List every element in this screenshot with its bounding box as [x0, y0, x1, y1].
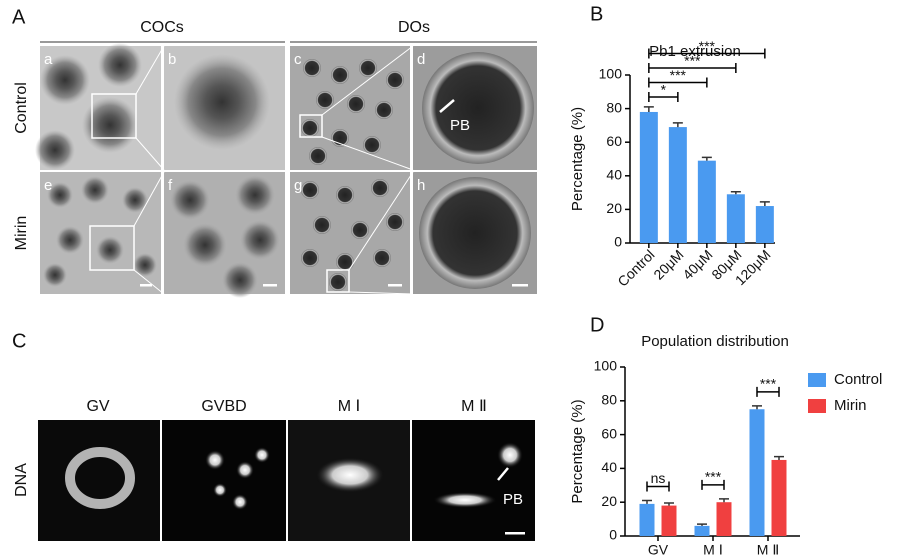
micrographs [35, 43, 537, 298]
error-bar [759, 201, 770, 207]
arrow-label: PB [450, 117, 470, 134]
bar [697, 160, 716, 243]
row-label: Control [13, 82, 30, 134]
significance-bracket [648, 77, 708, 88]
panel-label: D [590, 314, 604, 336]
significance-label: * [661, 82, 667, 98]
image-label: h [417, 177, 425, 194]
significance-bracket [701, 479, 725, 490]
y-tick-label: 40 [601, 459, 617, 475]
error-bar [701, 156, 712, 161]
image-label: c [294, 51, 302, 68]
legend-swatch [808, 373, 826, 387]
significance-label: *** [705, 469, 722, 485]
col-header: DOs [398, 19, 430, 36]
row-label: Mirin [13, 216, 30, 251]
x-tick-label: Control [614, 246, 657, 289]
error-bar [730, 191, 741, 195]
bar [668, 127, 687, 243]
bar [771, 459, 787, 536]
error-bar [752, 405, 762, 410]
panel-label: A [12, 6, 26, 28]
arrow-label: PB [503, 491, 523, 508]
y-tick-label: 20 [606, 200, 622, 216]
x-tick-label: 20μM [650, 246, 686, 282]
legend-swatch [808, 399, 826, 413]
significance-bracket [648, 92, 679, 102]
image-label: e [44, 177, 52, 194]
stage-label: M Ⅱ [461, 398, 487, 415]
significance-label: *** [684, 53, 701, 69]
y-tick-label: 100 [594, 358, 618, 374]
chart-title: Pb1 extrusion [649, 43, 741, 60]
y-tick-label: 80 [601, 392, 617, 408]
significance-bracket [756, 386, 780, 397]
y-tick-label: 0 [614, 234, 622, 250]
dna-images [38, 420, 535, 541]
row-label: DNA [13, 463, 30, 497]
col-header: COCs [140, 19, 184, 36]
significance-bracket [646, 481, 670, 492]
y-tick-label: 100 [599, 66, 623, 82]
y-tick-label: 40 [606, 167, 622, 183]
significance-bracket [648, 63, 737, 73]
y-axis-label: Percentage (%) [569, 107, 586, 211]
image-label: d [417, 51, 425, 68]
bar [661, 505, 677, 536]
stage-label: GVBD [201, 398, 246, 415]
y-tick-label: 0 [609, 527, 617, 543]
y-axis-label: Percentage (%) [569, 399, 586, 503]
error-bar [719, 498, 729, 503]
error-bar [642, 499, 652, 504]
significance-label: ns [651, 470, 666, 486]
x-tick-label: 40μM [679, 246, 715, 282]
legend-label: Mirin [834, 397, 867, 414]
image-label: g [294, 177, 302, 194]
bar [755, 206, 774, 243]
y-tick-label: 20 [601, 493, 617, 509]
bar [726, 194, 745, 243]
stage-label: M Ⅰ [338, 398, 361, 415]
y-tick-label: 60 [606, 133, 622, 149]
bar [694, 525, 710, 536]
x-tick-label: M Ⅱ [757, 542, 779, 558]
bar [749, 409, 765, 536]
bar [716, 502, 732, 536]
significance-label: *** [760, 376, 777, 392]
image-label: b [168, 51, 176, 68]
stage-label: GV [86, 398, 109, 415]
y-tick-label: 80 [606, 99, 622, 115]
y-tick-label: 60 [601, 425, 617, 441]
legend-label: Control [834, 371, 882, 388]
error-bar [672, 122, 683, 128]
error-bar [643, 106, 654, 112]
image-label: f [168, 177, 173, 194]
significance-label: *** [699, 38, 716, 54]
chart-title: Population distribution [641, 333, 789, 350]
bar [639, 503, 655, 536]
panel-label: B [590, 3, 603, 25]
error-bar [774, 455, 784, 460]
error-bar [664, 502, 674, 506]
x-tick-label: M Ⅰ [703, 542, 723, 558]
error-bar [697, 523, 707, 526]
significance-bracket [648, 48, 766, 59]
significance-label: *** [670, 67, 687, 83]
panel-label: C [12, 330, 26, 352]
bar [639, 111, 658, 244]
x-tick-label: GV [648, 542, 669, 558]
image-label: a [44, 51, 53, 68]
